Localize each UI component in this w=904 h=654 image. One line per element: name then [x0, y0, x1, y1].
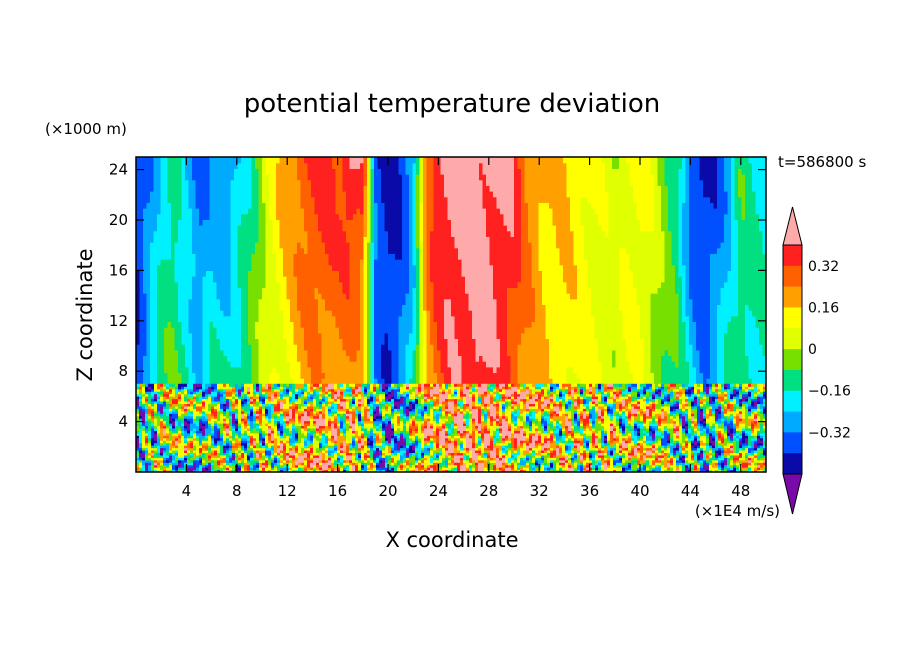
colorbar-box: [783, 411, 802, 433]
colorbar-box: [783, 369, 802, 392]
x-axis-label: X coordinate: [385, 528, 518, 552]
y-axis-ticks: 4 8 12 16 20 24: [109, 161, 766, 431]
colorbar: 0.32 0.16 0 −0.16 −0.32: [782, 206, 851, 515]
y-tick-label: 4: [118, 413, 128, 431]
plot-frame: [135, 156, 767, 473]
colorbar-box: [783, 245, 802, 267]
colorbar-box: [783, 432, 802, 454]
x-tick-label: 4: [182, 482, 192, 500]
colorbar-box: [783, 453, 802, 475]
x-tick-label: 12: [278, 482, 297, 500]
y-tick-label: 20: [109, 211, 128, 229]
colorbar-box: [783, 286, 802, 308]
colorbar-tick-label: 0: [808, 342, 817, 358]
x-tick-label: 44: [681, 482, 700, 500]
colorbar-tick-label: 0.32: [808, 259, 839, 275]
x-axis-ticks: 4 8 12 16 20 24 28 32 36 40 44 48: [182, 157, 750, 500]
x-tick-label: 8: [232, 482, 242, 500]
y-tick-label: 8: [118, 362, 128, 380]
y-tick-label: 12: [109, 312, 128, 330]
colorbar-box: [783, 328, 802, 350]
x-tick-label: 40: [630, 482, 649, 500]
colorbar-box: [783, 390, 802, 412]
y-units-label: (×1000 m): [45, 120, 127, 138]
colorbar-extend-high: [782, 206, 803, 246]
x-tick-label: 28: [479, 482, 498, 500]
y-tick-label: 24: [109, 161, 128, 179]
y-tick-label: 16: [109, 261, 128, 279]
y-axis-label: Z coordinate: [73, 248, 97, 381]
colorbar-tick-label: −0.16: [808, 384, 851, 400]
contour-field: [136, 157, 766, 472]
colorbar-extend-low: [782, 473, 803, 515]
colorbar-box: [783, 349, 802, 371]
colorbar-tick-label: −0.32: [808, 425, 851, 441]
x-tick-label: 32: [530, 482, 549, 500]
x-tick-label: 24: [429, 482, 448, 500]
x-tick-label: 36: [580, 482, 599, 500]
x-units-label: (×1E4 m/s): [695, 502, 780, 520]
colorbar-tick-label: 0.16: [808, 300, 839, 316]
time-label: t=586800 s: [778, 153, 866, 171]
chart-title: potential temperature deviation: [244, 89, 660, 119]
colorbar-box: [783, 265, 802, 287]
x-tick-label: 16: [328, 482, 347, 500]
x-tick-label: 20: [378, 482, 397, 500]
x-tick-label: 48: [731, 482, 750, 500]
colorbar-box: [783, 307, 802, 329]
